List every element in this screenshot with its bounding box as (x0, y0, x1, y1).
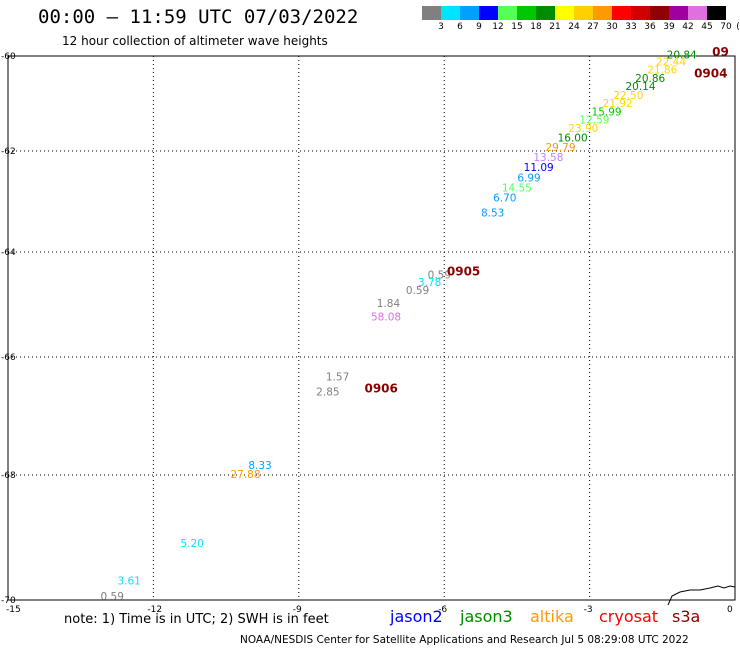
legend-label-3: 3 (438, 22, 444, 32)
satellite-altika: altika (530, 607, 574, 626)
wave-height-value: 20.86 (635, 73, 665, 85)
legend-label-45: 45 (701, 22, 713, 32)
map-frame (7, 55, 736, 601)
wave-height-value: 0.59 (406, 285, 429, 297)
wave-height-value: 2.85 (316, 386, 339, 398)
x-tick-label: -15 (6, 605, 21, 615)
legend-swatch-6 (441, 6, 460, 20)
wave-height-value: 6.70 (493, 193, 516, 205)
y-tick-label: -66 (1, 353, 16, 363)
x-tick-label: -3 (584, 605, 593, 615)
legend-label-9: 9 (476, 22, 482, 32)
legend-swatch-24 (555, 6, 574, 20)
x-tick-label: -9 (293, 605, 302, 615)
legend-label-24: 24 (568, 22, 580, 32)
y-tick-label: -60 (1, 52, 16, 62)
wave-height-value: 8.33 (248, 460, 271, 472)
legend-swatch-9 (460, 6, 479, 20)
wave-height-value: 1.57 (326, 372, 349, 384)
wave-height-value: 12.59 (579, 114, 609, 126)
y-tick-label: -64 (1, 248, 16, 258)
legend-swatch-30 (593, 6, 612, 20)
note-text: note: 1) Time is in UTC; 2) SWH is in fe… (64, 612, 329, 627)
legend-label-6: 6 (457, 22, 463, 32)
y-tick-label: -68 (1, 471, 16, 481)
pass-date-label: 0906 (364, 381, 397, 395)
map-title: 00:00 – 11:59 UTC 07/03/2022 (38, 6, 359, 28)
wave-height-value: 3.61 (117, 575, 140, 587)
wave-height-value: 8.53 (481, 208, 504, 220)
pass-date-label: 0904 (694, 66, 727, 80)
wave-height-value: 11.09 (524, 162, 554, 174)
legend-label-30: 30 (606, 22, 618, 32)
wave-height-value: 3.78 (418, 277, 441, 289)
wave-height-value: 29.79 (545, 142, 575, 154)
x-tick-label: 0 (727, 605, 733, 615)
legend-swatch-21 (536, 6, 555, 20)
wave-height-value: 20.14 (625, 81, 655, 93)
legend-swatch-42 (669, 6, 688, 20)
wave-height-value: 6.99 (517, 172, 540, 184)
grid-lines (8, 56, 735, 600)
legend-label-12: 12 (492, 22, 504, 32)
legend-units: (ft) (736, 22, 740, 32)
legend-swatch-27 (574, 6, 593, 20)
legend-swatch-45 (688, 6, 707, 20)
legend-swatch-3 (422, 6, 441, 20)
wave-height-value: 15.99 (592, 106, 622, 118)
wave-height-value: 0.59 (428, 269, 451, 281)
satellite-jason2: jason2 (390, 607, 443, 626)
legend-swatch-12 (479, 6, 498, 20)
legend-label-27: 27 (587, 22, 599, 32)
wave-height-value: 13.58 (533, 152, 563, 164)
legend-label-42: 42 (682, 22, 694, 32)
wave-height-value: 21.92 (603, 98, 633, 110)
wave-height-value: 5.20 (180, 538, 203, 550)
wave-height-value: 27.88 (230, 469, 260, 481)
legend-label-18: 18 (530, 22, 542, 32)
legend-swatch-15 (498, 6, 517, 20)
wave-height-value: 14.55 (502, 182, 532, 194)
pass-date-label: 0905 (447, 265, 480, 279)
wave-height-value: 0.59 (101, 591, 124, 603)
map-subtitle: 12 hour collection of altimeter wave hei… (62, 34, 328, 48)
wave-height-value: 23.90 (568, 123, 598, 135)
wave-height-value: 1.84 (377, 298, 401, 310)
legend-swatch-36 (631, 6, 650, 20)
legend-label-15: 15 (511, 22, 523, 32)
satellite-cryosat: cryosat (599, 607, 659, 626)
wave-height-value: 22.50 (613, 90, 643, 102)
legend-swatch-39 (650, 6, 669, 20)
legend-label-21: 21 (549, 22, 561, 32)
legend-label-33: 33 (625, 22, 637, 32)
credit-line: NOAA/NESDIS Center for Satellite Applica… (240, 634, 689, 646)
date-labels-layer: 09 0904 0905 0906 (364, 45, 728, 395)
satellite-jason3: jason3 (460, 607, 513, 626)
y-tick-label: -62 (1, 147, 16, 157)
legend-swatch-18 (517, 6, 536, 20)
x-tick-label: -6 (438, 605, 447, 615)
wave-height-value: 58.08 (371, 311, 401, 323)
axis-ticks: -15 -12 -9 -6 -3 0 -60 -62 -64 -66 -68 -70 (1, 52, 733, 615)
coastline (667, 585, 736, 606)
pass-date-label: 09 (712, 45, 729, 59)
satellite-s3a: s3a (672, 607, 701, 626)
legend-label-70: 70 (720, 22, 732, 32)
legend-swatch-33 (612, 6, 631, 20)
legend-swatch-70 (707, 6, 726, 20)
wave-height-value: 16.00 (558, 133, 588, 145)
wave-height-value: 20.84 (667, 49, 697, 61)
wave-height-value: 22.44 (656, 57, 686, 69)
observations-layer: 20.8422.4421.8620.8620.1422.5021.9215.99… (101, 49, 698, 603)
wave-height-value: 21.86 (647, 65, 677, 77)
y-tick-label: -70 (1, 596, 16, 606)
legend-label-39: 39 (663, 22, 675, 32)
x-tick-label: -12 (147, 605, 162, 615)
legend-label-36: 36 (644, 22, 656, 32)
